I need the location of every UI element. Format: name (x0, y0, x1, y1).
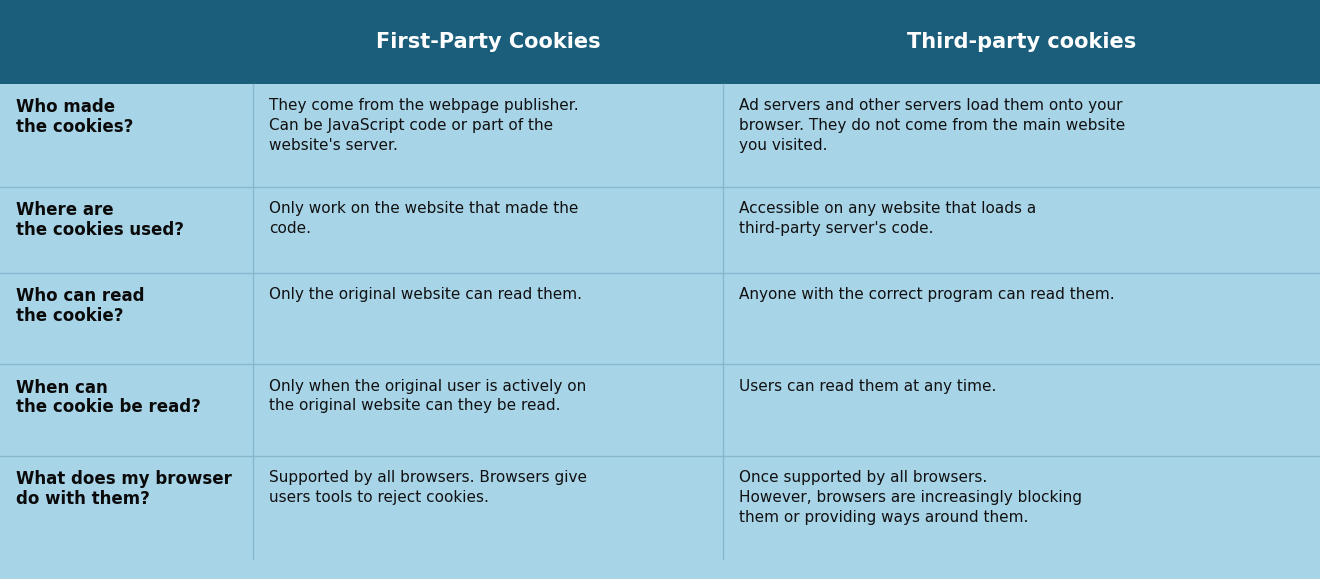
Text: Supported by all browsers. Browsers give: Supported by all browsers. Browsers give (269, 470, 587, 485)
Text: However, browsers are increasingly blocking: However, browsers are increasingly block… (739, 490, 1082, 505)
Text: Only work on the website that made the: Only work on the website that made the (269, 201, 578, 217)
Text: Accessible on any website that loads a: Accessible on any website that loads a (739, 201, 1036, 217)
Bar (0, 0, 1320, 84)
Text: Only the original website can read them.: Only the original website can read them. (269, 287, 582, 302)
Bar (0, 84, 1320, 187)
Text: users tools to reject cookies.: users tools to reject cookies. (269, 490, 490, 505)
Text: browser. They do not come from the main website: browser. They do not come from the main … (739, 118, 1126, 133)
Text: the cookies?: the cookies? (16, 118, 133, 136)
Bar (0, 187, 1320, 273)
Bar (0, 273, 1320, 364)
Text: First-Party Cookies: First-Party Cookies (376, 32, 601, 52)
Bar (0, 364, 1320, 456)
Text: them or providing ways around them.: them or providing ways around them. (739, 510, 1028, 525)
Text: third-party server's code.: third-party server's code. (739, 221, 933, 236)
Text: Only when the original user is actively on: Only when the original user is actively … (269, 379, 586, 394)
Text: the cookie be read?: the cookie be read? (16, 398, 201, 416)
Text: Third-party cookies: Third-party cookies (907, 32, 1137, 52)
Bar (0, 456, 1320, 559)
Text: They come from the webpage publisher.: They come from the webpage publisher. (269, 98, 579, 113)
Text: do with them?: do with them? (16, 490, 149, 508)
Text: the cookies used?: the cookies used? (16, 221, 183, 239)
Text: Who made: Who made (16, 98, 115, 116)
Text: Where are: Where are (16, 201, 114, 219)
Text: the cookie?: the cookie? (16, 307, 123, 325)
Text: Ad servers and other servers load them onto your: Ad servers and other servers load them o… (739, 98, 1123, 113)
Text: code.: code. (269, 221, 312, 236)
Text: the original website can they be read.: the original website can they be read. (269, 398, 561, 413)
Text: What does my browser: What does my browser (16, 470, 232, 488)
Text: Users can read them at any time.: Users can read them at any time. (739, 379, 997, 394)
Text: When can: When can (16, 379, 108, 397)
Text: Can be JavaScript code or part of the: Can be JavaScript code or part of the (269, 118, 553, 133)
Text: Anyone with the correct program can read them.: Anyone with the correct program can read… (739, 287, 1115, 302)
Text: Once supported by all browsers.: Once supported by all browsers. (739, 470, 987, 485)
Text: Who can read: Who can read (16, 287, 144, 305)
Text: you visited.: you visited. (739, 138, 828, 153)
Text: website's server.: website's server. (269, 138, 399, 153)
